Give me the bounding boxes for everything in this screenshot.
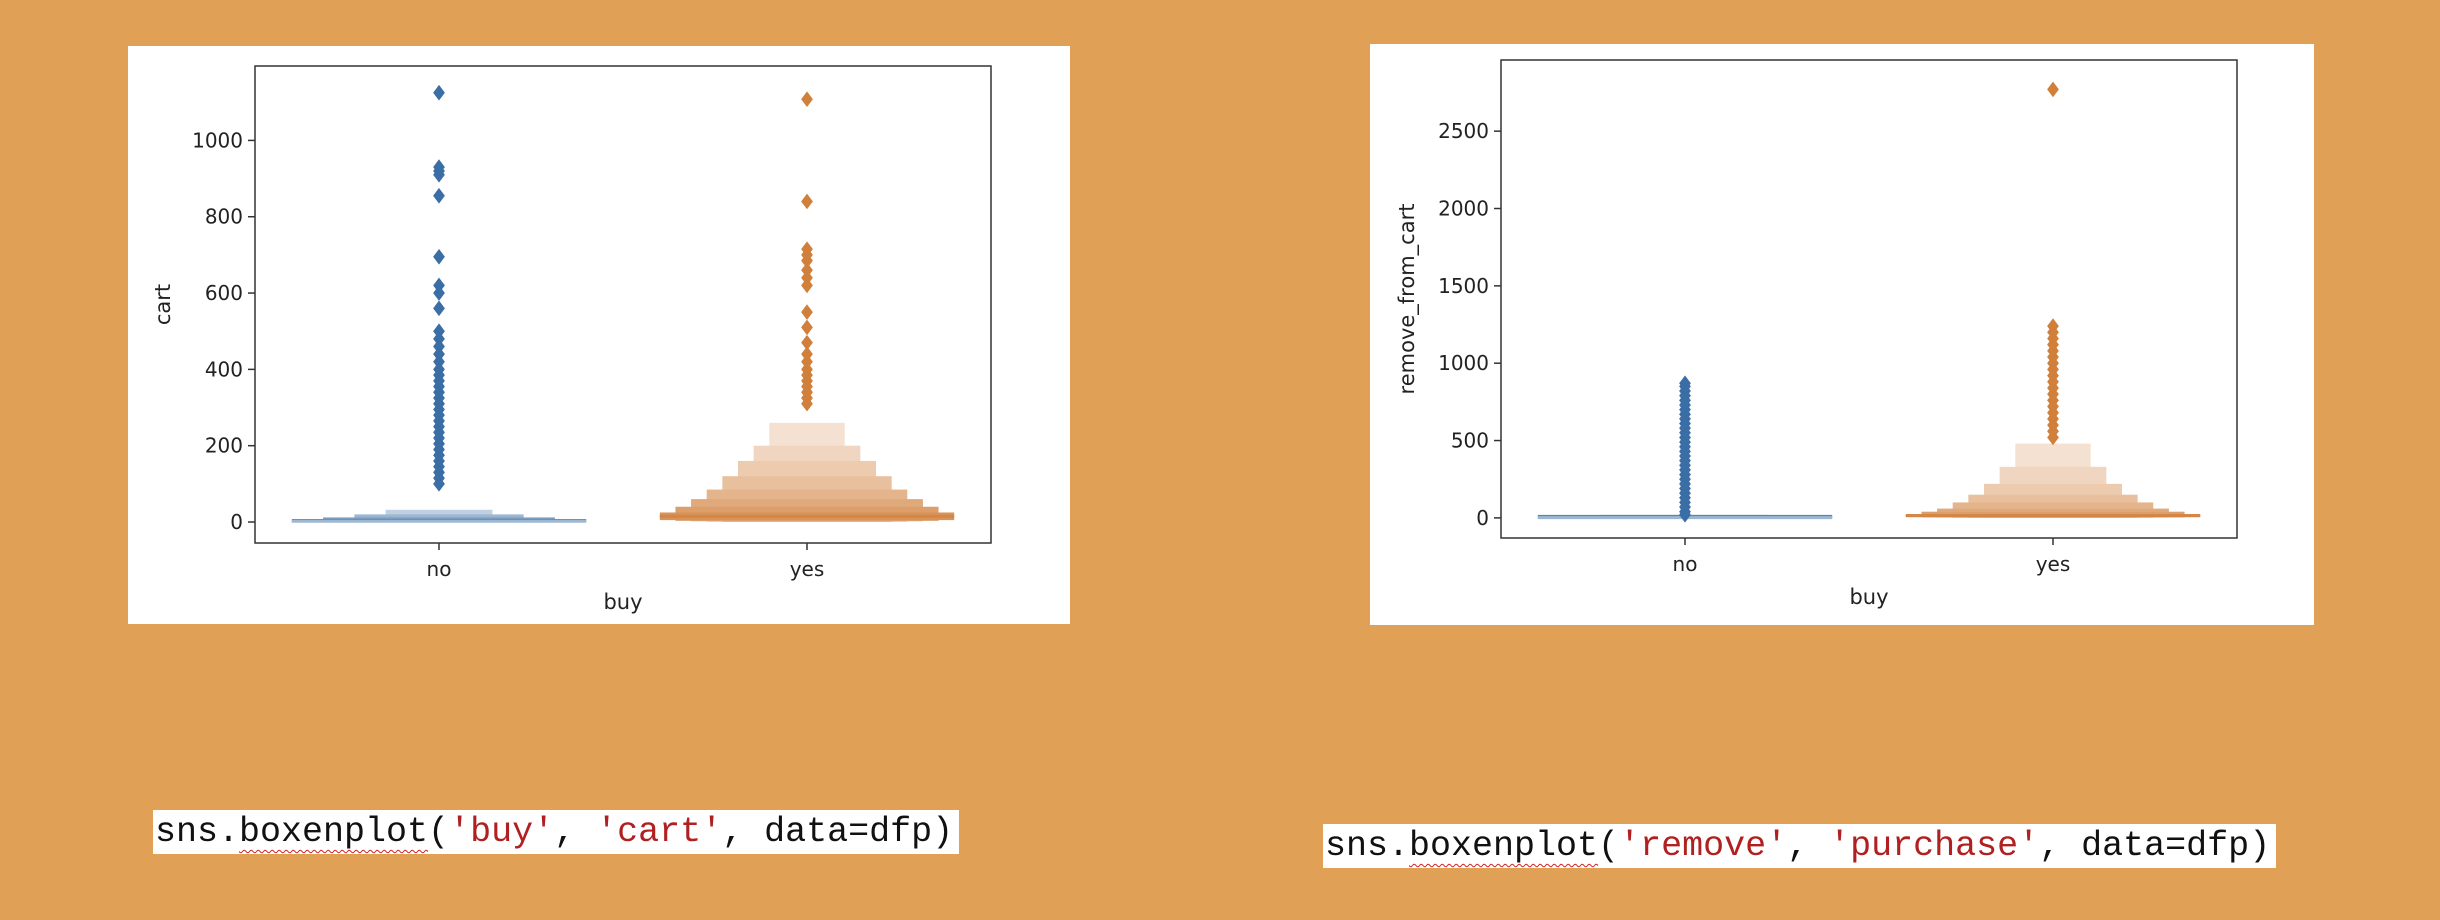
outlier-point xyxy=(433,187,445,204)
y-tick-label: 2000 xyxy=(1438,197,1489,221)
y-tick-label: 0 xyxy=(1476,506,1489,530)
y-tick-label: 1000 xyxy=(192,128,243,152)
outlier-point xyxy=(801,193,813,210)
y-tick-label: 0 xyxy=(230,510,243,534)
code-open-paren: ( xyxy=(1598,826,1620,866)
chart-card-cart: 0 200 400 600 800 1000 no yes buy cart xyxy=(128,46,1070,624)
code-rest: , data=dfp) xyxy=(722,812,954,852)
code-open-paren: ( xyxy=(428,812,450,852)
y-tick-label: 200 xyxy=(205,434,243,458)
y-axis-title: remove_from_cart xyxy=(1395,204,1420,395)
outlier-point xyxy=(433,300,445,317)
plot-frame xyxy=(1500,59,2238,539)
outlier-point xyxy=(433,84,445,101)
outlier-point xyxy=(2047,81,2059,98)
y-tick-label: 500 xyxy=(1451,429,1489,453)
code-arg-y: 'cart' xyxy=(596,812,723,852)
outlier-point xyxy=(2047,429,2059,446)
x-tick-label: no xyxy=(1673,552,1698,576)
code-prefix: sns. xyxy=(155,812,240,852)
code-snippet-remove: sns.boxenplot('remove', 'purchase', data… xyxy=(1323,824,2277,868)
y-tick-label: 1500 xyxy=(1438,274,1489,298)
y-tick-label: 1000 xyxy=(1438,351,1489,375)
code-separator: , xyxy=(554,812,597,852)
boxen-no xyxy=(1537,375,1833,523)
code-rest: , data=dfp) xyxy=(2039,826,2271,866)
x-tick-label: yes xyxy=(790,557,825,581)
code-arg-x: 'remove' xyxy=(1619,826,1788,866)
boxen-plot-remove-from-cart: 0 500 1000 1500 2000 2500 no yes buy remove_from_… xyxy=(1395,59,2238,609)
code-prefix: sns. xyxy=(1325,826,1410,866)
outlier-point xyxy=(801,277,813,294)
x-tick-label: no xyxy=(427,557,452,581)
y-tick-label: 400 xyxy=(205,357,243,381)
boxen-yes xyxy=(659,91,955,523)
y-axis-title: cart xyxy=(151,284,175,325)
y-tick-label: 2500 xyxy=(1438,119,1489,143)
outlier-point xyxy=(433,285,445,301)
outlier-point xyxy=(433,248,445,265)
boxen-yes xyxy=(1905,81,2201,518)
outlier-point xyxy=(801,91,813,108)
code-function-name: boxenplot xyxy=(239,812,429,852)
outlier-point xyxy=(1679,506,1691,523)
x-axis-title: buy xyxy=(603,590,642,614)
y-tick-label: 800 xyxy=(205,205,243,229)
plot-frame xyxy=(254,65,992,544)
boxen-plot-cart: 0 200 400 600 800 1000 no yes buy cart xyxy=(151,65,992,614)
outlier-point xyxy=(801,304,813,320)
x-tick-label: yes xyxy=(2036,552,2071,576)
code-arg-x: 'buy' xyxy=(449,812,555,852)
code-separator: , xyxy=(1787,826,1830,866)
code-function-name: boxenplot xyxy=(1409,826,1599,866)
outlier-point xyxy=(801,395,813,412)
outlier-point xyxy=(801,319,813,336)
outlier-point xyxy=(433,476,445,492)
code-snippet-cart: sns.boxenplot('buy', 'cart', data=dfp) xyxy=(153,810,960,854)
outlier-point xyxy=(433,166,445,183)
boxen-no xyxy=(291,84,587,523)
x-axis-title: buy xyxy=(1849,585,1888,609)
code-arg-y: 'purchase' xyxy=(1829,826,2040,866)
chart-card-remove-from-cart: 0 500 1000 1500 2000 2500 no yes buy remove_from_… xyxy=(1370,44,2314,625)
y-tick-label: 600 xyxy=(205,281,243,305)
